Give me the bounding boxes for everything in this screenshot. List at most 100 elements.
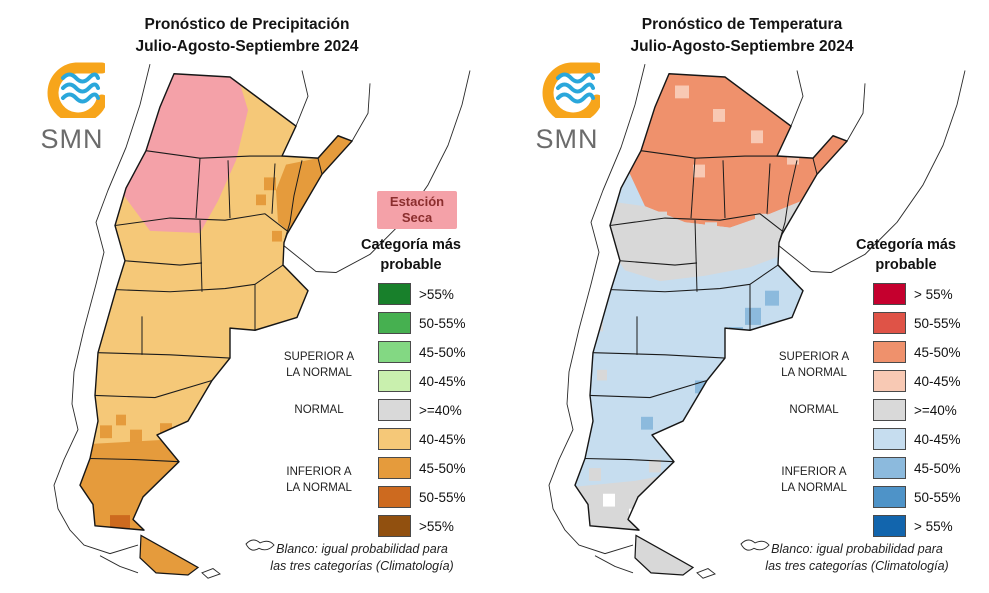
legend-swatch [378,399,411,421]
page-title: Pronóstico de Precipitación Julio-Agosto… [0,14,494,57]
group-label-below-normal: INFERIOR A LA NORMAL [286,466,352,494]
title-line1: Pronóstico de Temperatura [641,16,843,33]
legend-precipitation: Estación Seca Categoría más probable >55… [0,0,494,593]
legend-row: >=40% [873,399,961,421]
legend-swatch [873,370,906,392]
temperature-map [548,64,966,579]
legend-swatch [873,515,906,537]
legend-label: >=40% [914,402,957,418]
legend-label: > 55% [914,518,953,534]
chile-tdf-coast [594,555,634,574]
legend-swatch [378,312,411,334]
legend-label: >55% [419,286,454,302]
legend-swatch [873,457,906,479]
legend-title: Categoría más probable [856,237,956,273]
legend-swatch [378,428,411,450]
legend-row: 45-50% [378,457,466,479]
smn-logo: SMN [26,56,118,155]
legend-row: 45-50% [378,341,466,363]
legend-swatch [873,428,906,450]
legend-swatch [873,399,906,421]
legend-label: >=40% [419,402,462,418]
legend-row: 50-55% [873,312,961,334]
chile-tdf-coast [99,555,139,574]
legend-row: 45-50% [873,457,961,479]
smn-logo: SMN [521,56,613,155]
islands-outline [245,539,275,551]
legend-swatch [378,370,411,392]
badge-line2: Seca [401,210,433,225]
legend-swatch [873,283,906,305]
legend-label: 40-45% [914,373,961,389]
smn-logo-label: SMN [535,124,599,154]
title-line2: Julio-Agosto-Septiembre 2024 [135,37,359,55]
legend-label: 40-45% [914,431,961,447]
argentina-outline [574,73,848,531]
legend-label: 45-50% [419,344,466,360]
argentina-outline [79,73,353,531]
paraguay-border [295,70,309,127]
title-line1: Pronóstico de Precipitación [144,16,350,33]
pixel-noise-temperature [589,85,799,520]
group-label-above-normal: SUPERIOR A LA NORMAL [778,351,850,379]
legend-label: 40-45% [419,373,466,389]
province-borders [584,150,818,463]
isla-de-los-estados [696,568,716,579]
dry-season-badge: Estación Seca [377,191,457,229]
legend-swatch [378,341,411,363]
legend-swatch [378,515,411,537]
footnote: Blanco: igual probabilidad para las tres… [270,542,454,573]
legend-label: 45-50% [914,460,961,476]
smn-logo-label: SMN [40,124,104,154]
legend-row: 40-45% [378,370,466,392]
chile-coastline [53,64,151,555]
group-label-normal: NORMAL [789,404,839,416]
legend-label: > 55% [914,286,953,302]
parana-border [351,83,371,142]
legend-row: >=40% [378,399,466,421]
chile-coastline [548,64,646,555]
legend-label: 45-50% [914,344,961,360]
panel-temperature: Pronóstico de Temperatura Julio-Agosto-S… [495,0,989,593]
legend-swatches: > 55% 50-55% 45-50% 40-45% >=40% 40-45% … [873,283,961,537]
tierra-del-fuego [634,534,695,576]
isla-de-los-estados [201,568,221,579]
legend-label: >55% [419,518,454,534]
legend-row: 40-45% [873,370,961,392]
legend-label: 50-55% [419,489,466,505]
badge-line1: Estación [389,193,445,209]
group-label-above-normal: SUPERIOR A LA NORMAL [283,351,355,379]
paraguay-border [790,70,804,127]
panel-precipitation: Pronóstico de Precipitación Julio-Agosto… [0,0,494,593]
legend-row: > 55% [873,515,961,537]
legend-row: 40-45% [873,428,961,450]
legend-row: 40-45% [378,428,466,450]
legend-row: 50-55% [873,486,961,508]
islands-outline [740,539,770,551]
brazil-uruguay-coastline [778,70,966,274]
footnote: Blanco: igual probabilidad para las tres… [765,542,949,573]
legend-row: >55% [378,283,466,305]
legend-swatches: >55% 50-55% 45-50% 40-45% >=40% 40-45% 4… [378,283,466,537]
province-borders [89,150,323,463]
region-below-45-50-south [80,438,195,531]
legend-label: 50-55% [914,315,961,331]
legend-label: 40-45% [419,431,466,447]
group-label-below-normal: INFERIOR A LA NORMAL [781,466,847,494]
legend-temperature: Categoría más probable > 55% 50-55% 45-5… [495,0,989,593]
legend-row: 50-55% [378,312,466,334]
legend-row: > 55% [873,283,961,305]
precipitation-map [53,64,471,579]
legend-row: 45-50% [873,341,961,363]
legend-row: >55% [378,515,466,537]
legend-row: 50-55% [378,486,466,508]
region-below-45-50-ne [276,135,352,233]
legend-title: Categoría más probable [361,237,461,273]
page-title: Pronóstico de Temperatura Julio-Agosto-S… [495,14,989,57]
group-label-normal: NORMAL [294,404,344,416]
tierra-del-fuego [139,534,200,576]
legend-label: 50-55% [419,315,466,331]
smn-logo-icon [542,62,603,124]
parana-border [846,83,866,142]
